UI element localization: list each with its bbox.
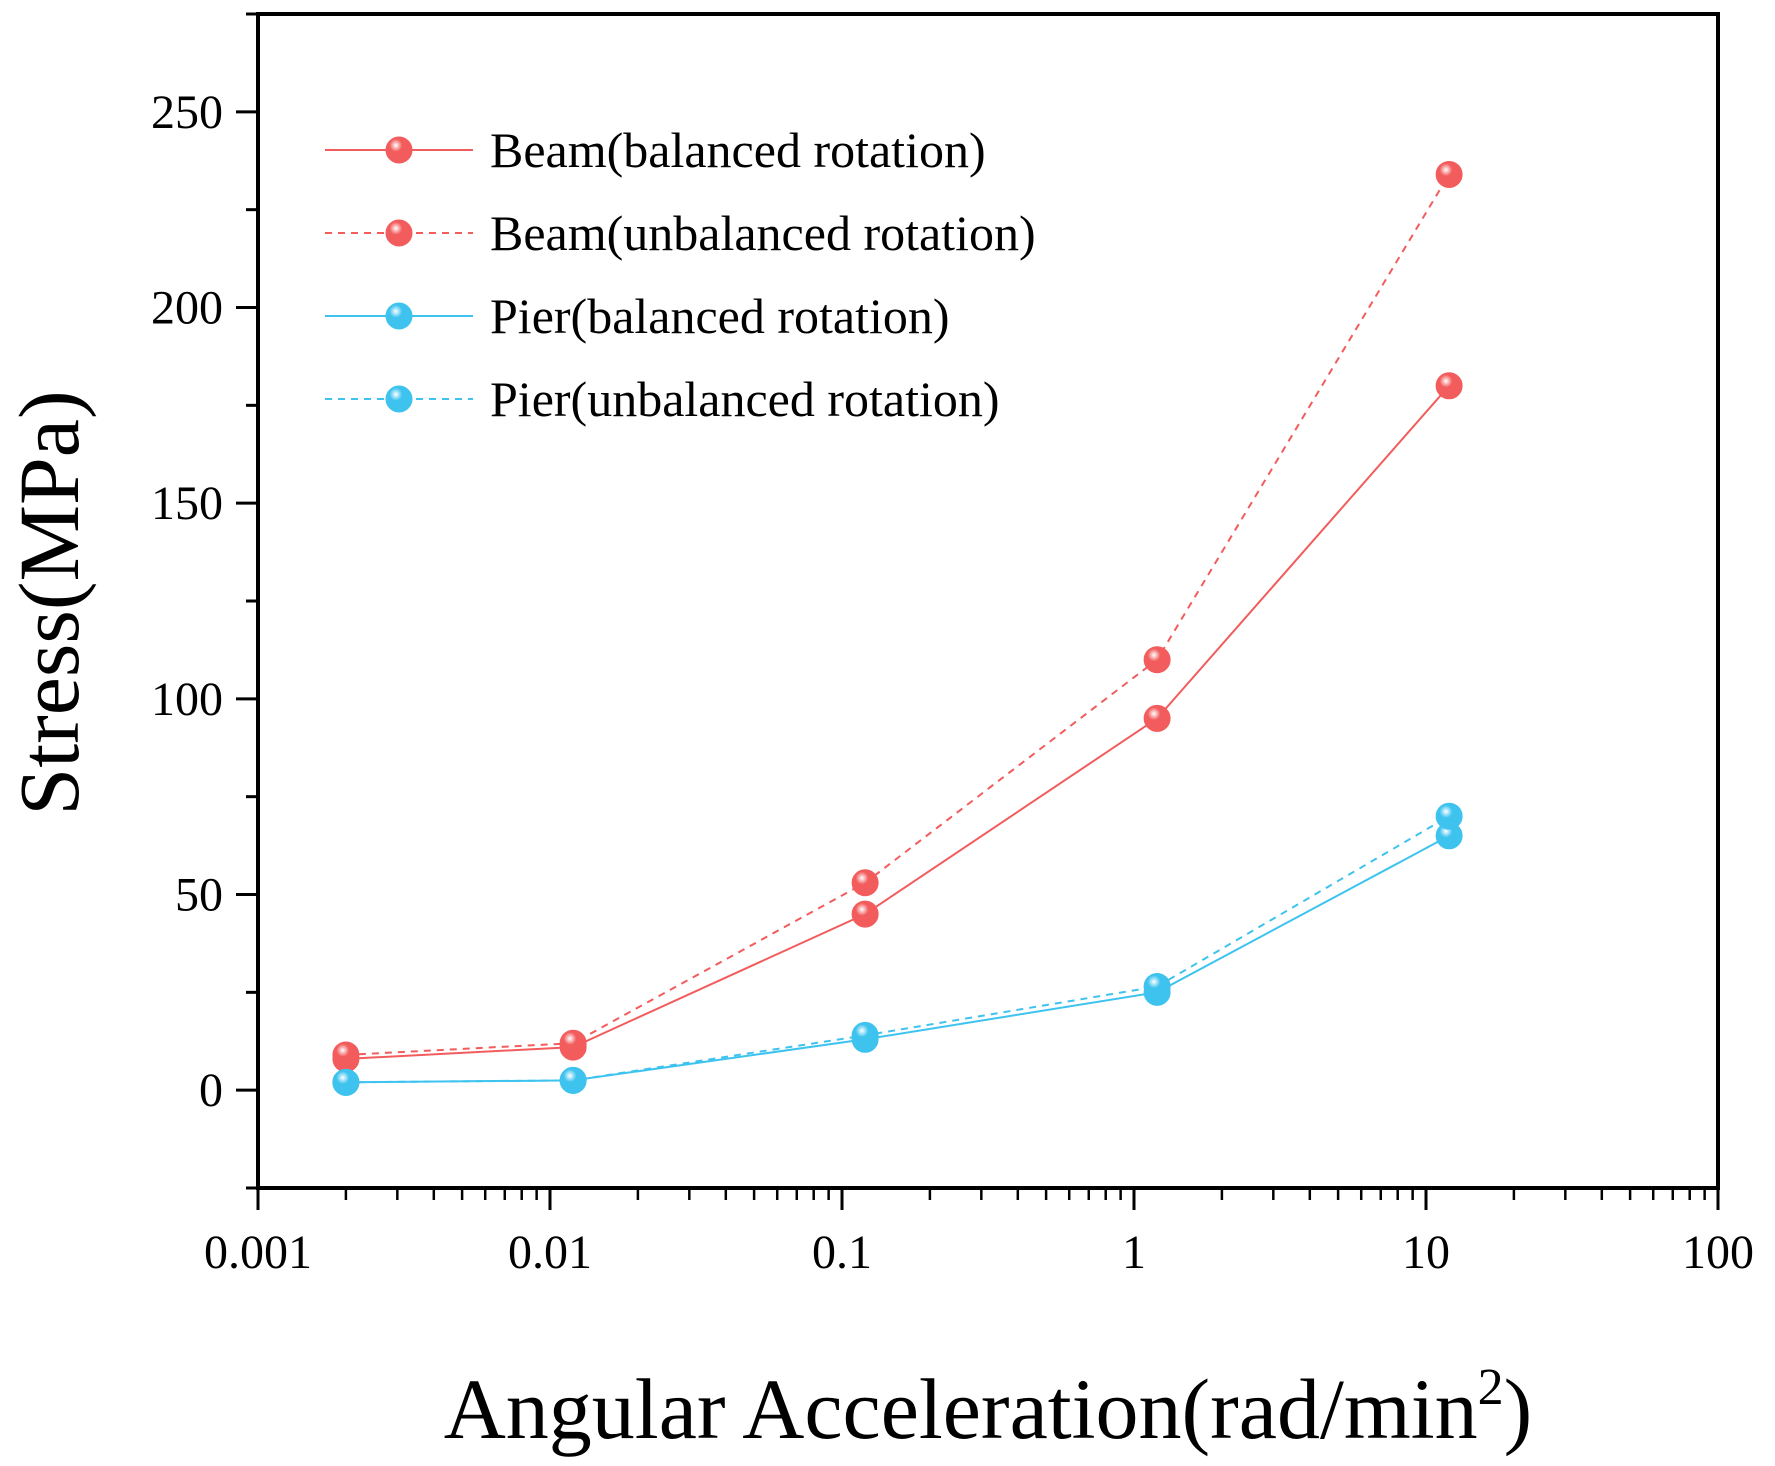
data-point bbox=[851, 869, 879, 897]
legend-marker bbox=[385, 136, 413, 164]
series-layer bbox=[332, 160, 1463, 1096]
legend-marker bbox=[385, 385, 413, 413]
y-tick-label: 200 bbox=[151, 282, 223, 335]
data-point bbox=[851, 900, 879, 928]
data-point bbox=[559, 1066, 587, 1094]
series-line bbox=[345, 834, 1450, 1084]
data-point bbox=[332, 1041, 360, 1069]
series-line bbox=[345, 385, 1450, 1060]
data-point bbox=[1435, 372, 1463, 400]
y-axis-title: Stress(MPa) bbox=[1, 390, 97, 815]
legend: Beam(balanced rotation) Beam(unbalanced r… bbox=[325, 122, 1036, 427]
legend-marker bbox=[385, 302, 413, 330]
data-point bbox=[1143, 646, 1171, 674]
legend-label: Beam(unbalanced rotation) bbox=[490, 205, 1036, 261]
plot-frame bbox=[256, 12, 1720, 1190]
data-point bbox=[1435, 160, 1463, 188]
axis-ticks bbox=[236, 12, 1720, 1210]
legend-item: Beam(unbalanced rotation) bbox=[325, 205, 1036, 261]
data-point bbox=[851, 1021, 879, 1049]
x-tick-label: 10 bbox=[1402, 1226, 1450, 1279]
y-tick-label: 250 bbox=[151, 86, 223, 139]
x-tick-label: 100 bbox=[1682, 1226, 1754, 1279]
data-point bbox=[332, 1068, 360, 1096]
x-axis-title-superscript: 2 bbox=[1478, 1359, 1504, 1416]
series-3 bbox=[332, 802, 1463, 1096]
legend-item: Pier(unbalanced rotation) bbox=[325, 371, 1000, 427]
data-point bbox=[1143, 704, 1171, 732]
x-tick-label: 0.001 bbox=[204, 1226, 312, 1279]
legend-item: Pier(balanced rotation) bbox=[325, 288, 950, 344]
y-tick-label: 50 bbox=[175, 869, 223, 922]
x-tick-label: 0.1 bbox=[812, 1226, 872, 1279]
legend-marker bbox=[385, 219, 413, 247]
legend-label: Pier(unbalanced rotation) bbox=[490, 371, 1000, 427]
data-point bbox=[559, 1029, 587, 1057]
series-1 bbox=[332, 160, 1463, 1069]
x-tick-label: 1 bbox=[1122, 1226, 1146, 1279]
series-2 bbox=[332, 822, 1463, 1096]
x-axis-title: Angular Acceleration(rad/min2) bbox=[444, 1359, 1533, 1457]
data-point bbox=[1143, 972, 1171, 1000]
legend-label: Beam(balanced rotation) bbox=[490, 122, 986, 178]
series-0 bbox=[332, 372, 1463, 1073]
legend-label: Pier(balanced rotation) bbox=[490, 288, 950, 344]
x-tick-label: 0.01 bbox=[508, 1226, 592, 1279]
y-tick-label: 150 bbox=[151, 477, 223, 530]
series-line bbox=[345, 815, 1450, 1084]
y-tick-label: 100 bbox=[151, 673, 223, 726]
x-tick-labels: 0.001 0.01 0.1 1 10 100 bbox=[204, 1226, 1754, 1279]
y-tick-label: 0 bbox=[199, 1064, 223, 1117]
y-tick-labels: 0 50 100 150 200 250 bbox=[151, 86, 223, 1117]
data-point bbox=[1435, 802, 1463, 830]
legend-item: Beam(balanced rotation) bbox=[325, 122, 986, 178]
